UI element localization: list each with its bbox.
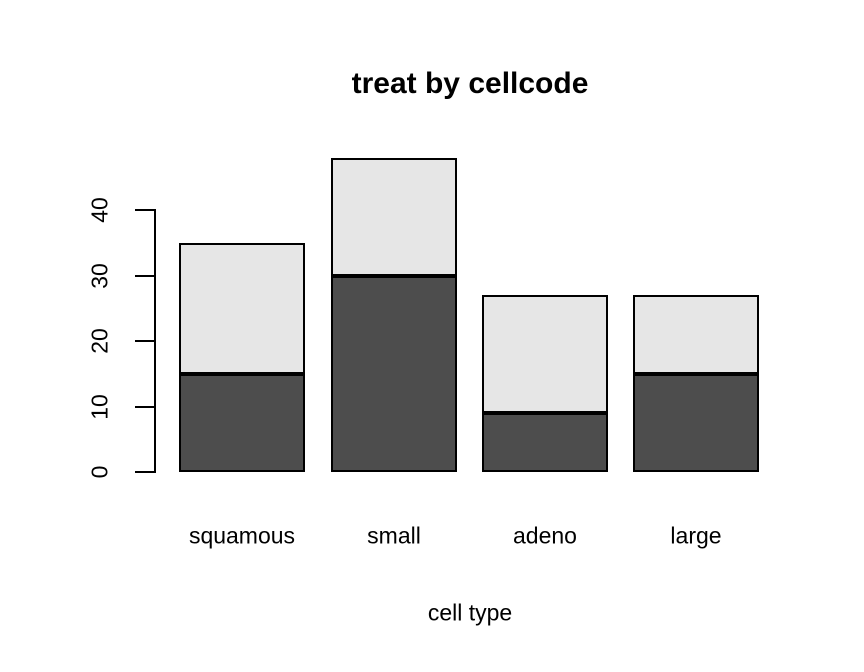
- bar-segment-adeno-dark-bottom-segment: [482, 413, 608, 472]
- x-category-label-small: small: [367, 522, 421, 549]
- x-category-label-large: large: [670, 522, 722, 549]
- y-tick-label: 40: [86, 197, 113, 223]
- y-axis-line: [154, 209, 156, 473]
- x-axis-title: cell type: [427, 599, 513, 626]
- bar-segment-large-light-top-segment: [633, 295, 759, 374]
- y-tick: [135, 209, 154, 211]
- y-tick: [135, 275, 154, 277]
- y-tick-label: 0: [86, 465, 113, 479]
- y-tick: [135, 340, 154, 342]
- y-tick-label: 10: [86, 394, 113, 420]
- bar-segment-squamous-dark-bottom-segment: [179, 374, 305, 472]
- chart-title: treat by cellcode: [351, 67, 589, 100]
- y-tick-label: 30: [86, 263, 113, 289]
- y-tick: [135, 406, 154, 408]
- x-category-label-squamous: squamous: [188, 522, 296, 549]
- y-tick-label: 20: [86, 328, 113, 354]
- bar-segment-large-dark-bottom-segment: [633, 374, 759, 472]
- bar-segment-squamous-light-top-segment: [179, 243, 305, 374]
- bar-segment-adeno-light-top-segment: [482, 295, 608, 413]
- y-tick: [135, 471, 154, 473]
- bar-segment-small-light-top-segment: [331, 158, 457, 276]
- x-category-label-adeno: adeno: [513, 522, 577, 549]
- bar-segment-small-dark-bottom-segment: [331, 276, 457, 472]
